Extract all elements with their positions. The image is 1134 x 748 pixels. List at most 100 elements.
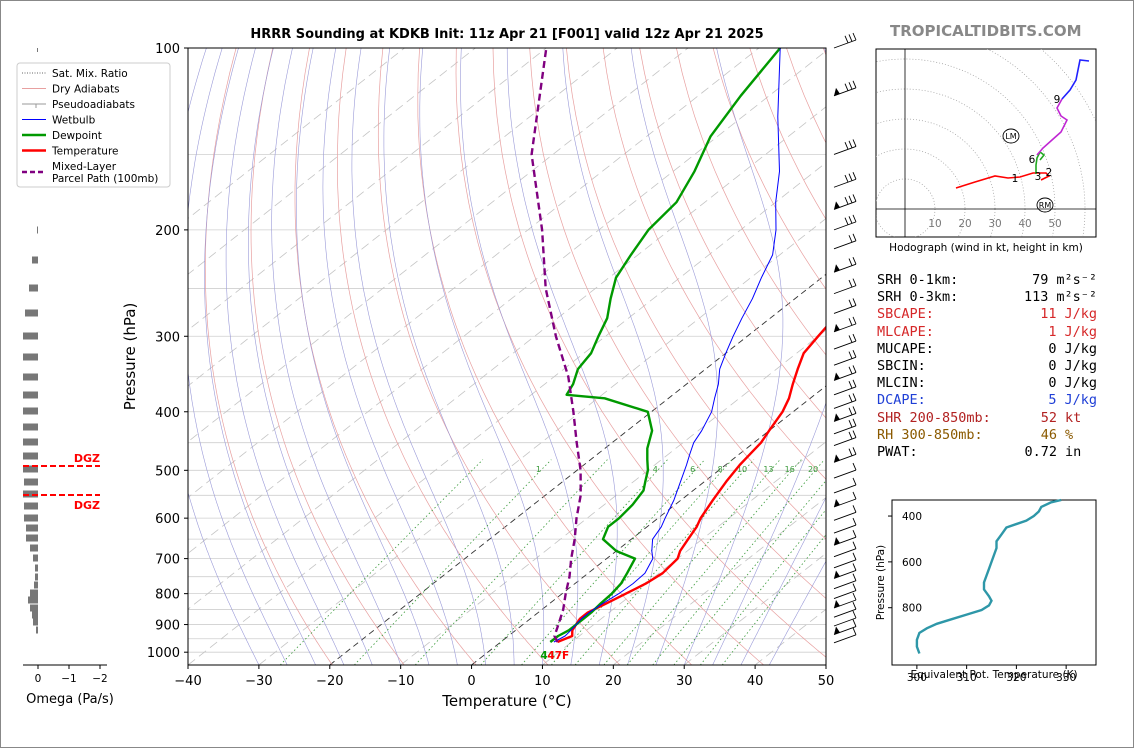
wind-barb-feather	[852, 257, 857, 265]
dry-adiabat-line	[337, 48, 549, 665]
wind-barb-feather	[852, 447, 857, 455]
theta-e-line	[915, 498, 1062, 654]
moist-adiabat-line	[460, 48, 579, 665]
omega-bar	[23, 391, 38, 399]
omega-bar	[23, 373, 38, 381]
wind-barb-shaft	[833, 305, 857, 314]
omega-bar	[23, 423, 38, 431]
mixing-ratio-line	[626, 459, 802, 665]
index-unit: m²s⁻²	[1056, 289, 1097, 306]
moist-adiabat-line	[296, 48, 430, 665]
omega-bar	[37, 48, 38, 52]
dry-adiabat-line	[602, 48, 826, 480]
x-tick-label: 30	[676, 674, 693, 689]
wind-barb-shaft	[833, 39, 857, 49]
wind-barb-shaft	[833, 559, 857, 569]
index-unit: in	[1065, 443, 1082, 460]
mixing-ratio-line	[652, 459, 825, 665]
wind-barb-feather	[848, 394, 853, 403]
mixing-ratio-line	[603, 459, 781, 665]
wind-barb-feather	[852, 406, 857, 414]
omega-bar	[24, 502, 38, 510]
wind-barb-feather	[848, 351, 853, 359]
storm-motion-label: RM	[1039, 201, 1052, 210]
y-axis-label: Pressure (hPa)	[121, 303, 139, 411]
dry-adiabat-line	[676, 48, 826, 356]
wind-barb-feather	[848, 34, 853, 42]
storm-motion-marker	[1002, 128, 1020, 144]
wind-barb-feather	[852, 333, 857, 342]
y-tick-label: 1000	[147, 646, 180, 661]
index-label: SRH 0-3km:	[877, 289, 959, 306]
x-tick-label: 40	[747, 674, 764, 689]
wind-barb-feather	[848, 366, 853, 375]
wind-barb-shaft	[833, 437, 857, 446]
mixing-ratio-label: 10	[737, 465, 747, 474]
dry-adiabat-line	[294, 48, 477, 665]
isotherm-line	[188, 50, 826, 554]
hodograph-ring-label: 20	[958, 218, 971, 230]
dry-adiabat-line	[250, 48, 405, 665]
mixing-ratio-line	[279, 459, 484, 665]
omega-bar	[29, 284, 38, 292]
hodograph-trace	[1036, 98, 1069, 156]
dry-adiabat-line	[639, 48, 826, 419]
theta-e-x-tick-label: 330	[1056, 672, 1076, 684]
wind-barb-pennant	[834, 626, 840, 635]
moist-adiabat-line	[204, 48, 316, 665]
wind-barb-feather	[852, 350, 857, 358]
omega-bar	[24, 478, 38, 486]
dry-adiabat-line	[566, 48, 826, 540]
mixing-ratio-label: 30	[852, 465, 862, 474]
mixing-ratio-label: 1	[536, 465, 541, 474]
mixing-ratio-label: 16	[785, 465, 795, 474]
wind-barb-feather	[852, 233, 857, 242]
wind-barb-feather	[844, 217, 849, 225]
storm-motion-marker	[1036, 197, 1054, 213]
legend-label: Dry Adiabats	[52, 84, 120, 96]
index-label: MUCAPE:	[877, 340, 934, 357]
index-unit: m²s⁻²	[1056, 272, 1097, 288]
wind-barb-feather	[852, 418, 857, 426]
wind-barb-pennant	[834, 201, 840, 210]
wind-barb-feather	[852, 541, 857, 549]
wind-barb-feather	[848, 235, 853, 243]
omega-bar	[37, 226, 38, 234]
wind-barb-pennant	[834, 570, 840, 579]
index-label: SHR 200-850mb:	[877, 409, 991, 426]
wind-barb-feather	[848, 195, 853, 204]
wind-barb-shaft	[833, 356, 857, 366]
index-value: 11	[1040, 306, 1057, 323]
index-row: SBCIN: 0 J/kg	[877, 358, 1097, 375]
mixing-ratio-line	[574, 459, 755, 665]
wind-barb-feather	[844, 83, 849, 91]
omega-x-axis-label: Omega (Pa/s)	[26, 692, 114, 707]
omega-bar	[23, 353, 38, 361]
hodograph-ring-label: 50	[1048, 218, 1061, 230]
dgz-label: DGZ	[74, 499, 100, 512]
wind-barb-feather	[852, 298, 857, 306]
wind-barb-feather	[844, 197, 849, 205]
dry-adiabat-line	[492, 48, 826, 658]
wind-barb-feather	[848, 448, 853, 456]
series-mixed-layer-parcel-path-mb-	[530, 48, 582, 643]
wind-barb-feather	[852, 80, 857, 89]
series-dewpoint	[549, 48, 782, 643]
omega-bar	[35, 564, 38, 572]
omega-bar	[26, 534, 38, 542]
index-row: PWAT: 0.72 in	[877, 444, 1097, 461]
wind-barb-feather	[844, 142, 849, 150]
wind-barb-pennant	[834, 323, 840, 332]
wind-barb-shaft	[833, 617, 857, 627]
moist-adiabat-line	[740, 496, 826, 665]
theta-e-x-tick-label: 320	[1006, 672, 1026, 684]
isotherm-line	[188, 48, 689, 443]
moist-adiabat-line	[630, 48, 718, 665]
isotherm-line	[188, 162, 826, 665]
hodograph-trace	[1061, 59, 1090, 100]
mixing-ratio-label: 20	[808, 465, 818, 474]
mixing-ratio-label: 36	[872, 465, 882, 474]
wind-barb-feather	[852, 379, 857, 388]
index-row: SRH 0-3km: 113 m²s⁻²	[877, 289, 1097, 306]
